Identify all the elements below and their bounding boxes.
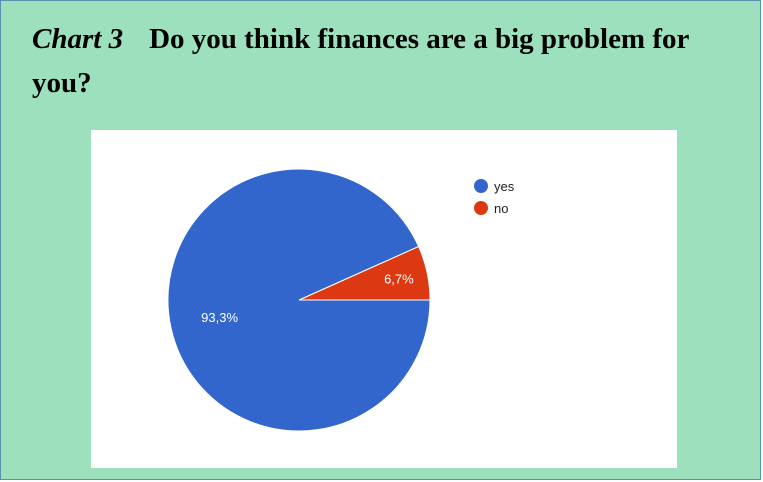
chart-question: Do you think finances are a big problem … — [32, 23, 689, 99]
pie-slices — [168, 169, 430, 431]
legend-label-yes: yes — [494, 179, 515, 194]
slice-label-no: 6,7% — [384, 272, 414, 287]
legend-marker-no — [474, 201, 488, 215]
pie-chart: 6,7% 93,3% yes no — [91, 130, 677, 468]
legend-label-no: no — [494, 201, 508, 216]
chart-number: Chart 3 — [32, 23, 123, 55]
legend-marker-yes — [474, 179, 488, 193]
chart-legend: yes no — [474, 179, 515, 216]
chart-heading: Chart 3 Do you think finances are a big p… — [32, 17, 747, 105]
pie-slice-yes — [168, 169, 430, 431]
chart-panel: 6,7% 93,3% yes no — [91, 130, 677, 468]
slice-label-yes: 93,3% — [201, 310, 238, 325]
